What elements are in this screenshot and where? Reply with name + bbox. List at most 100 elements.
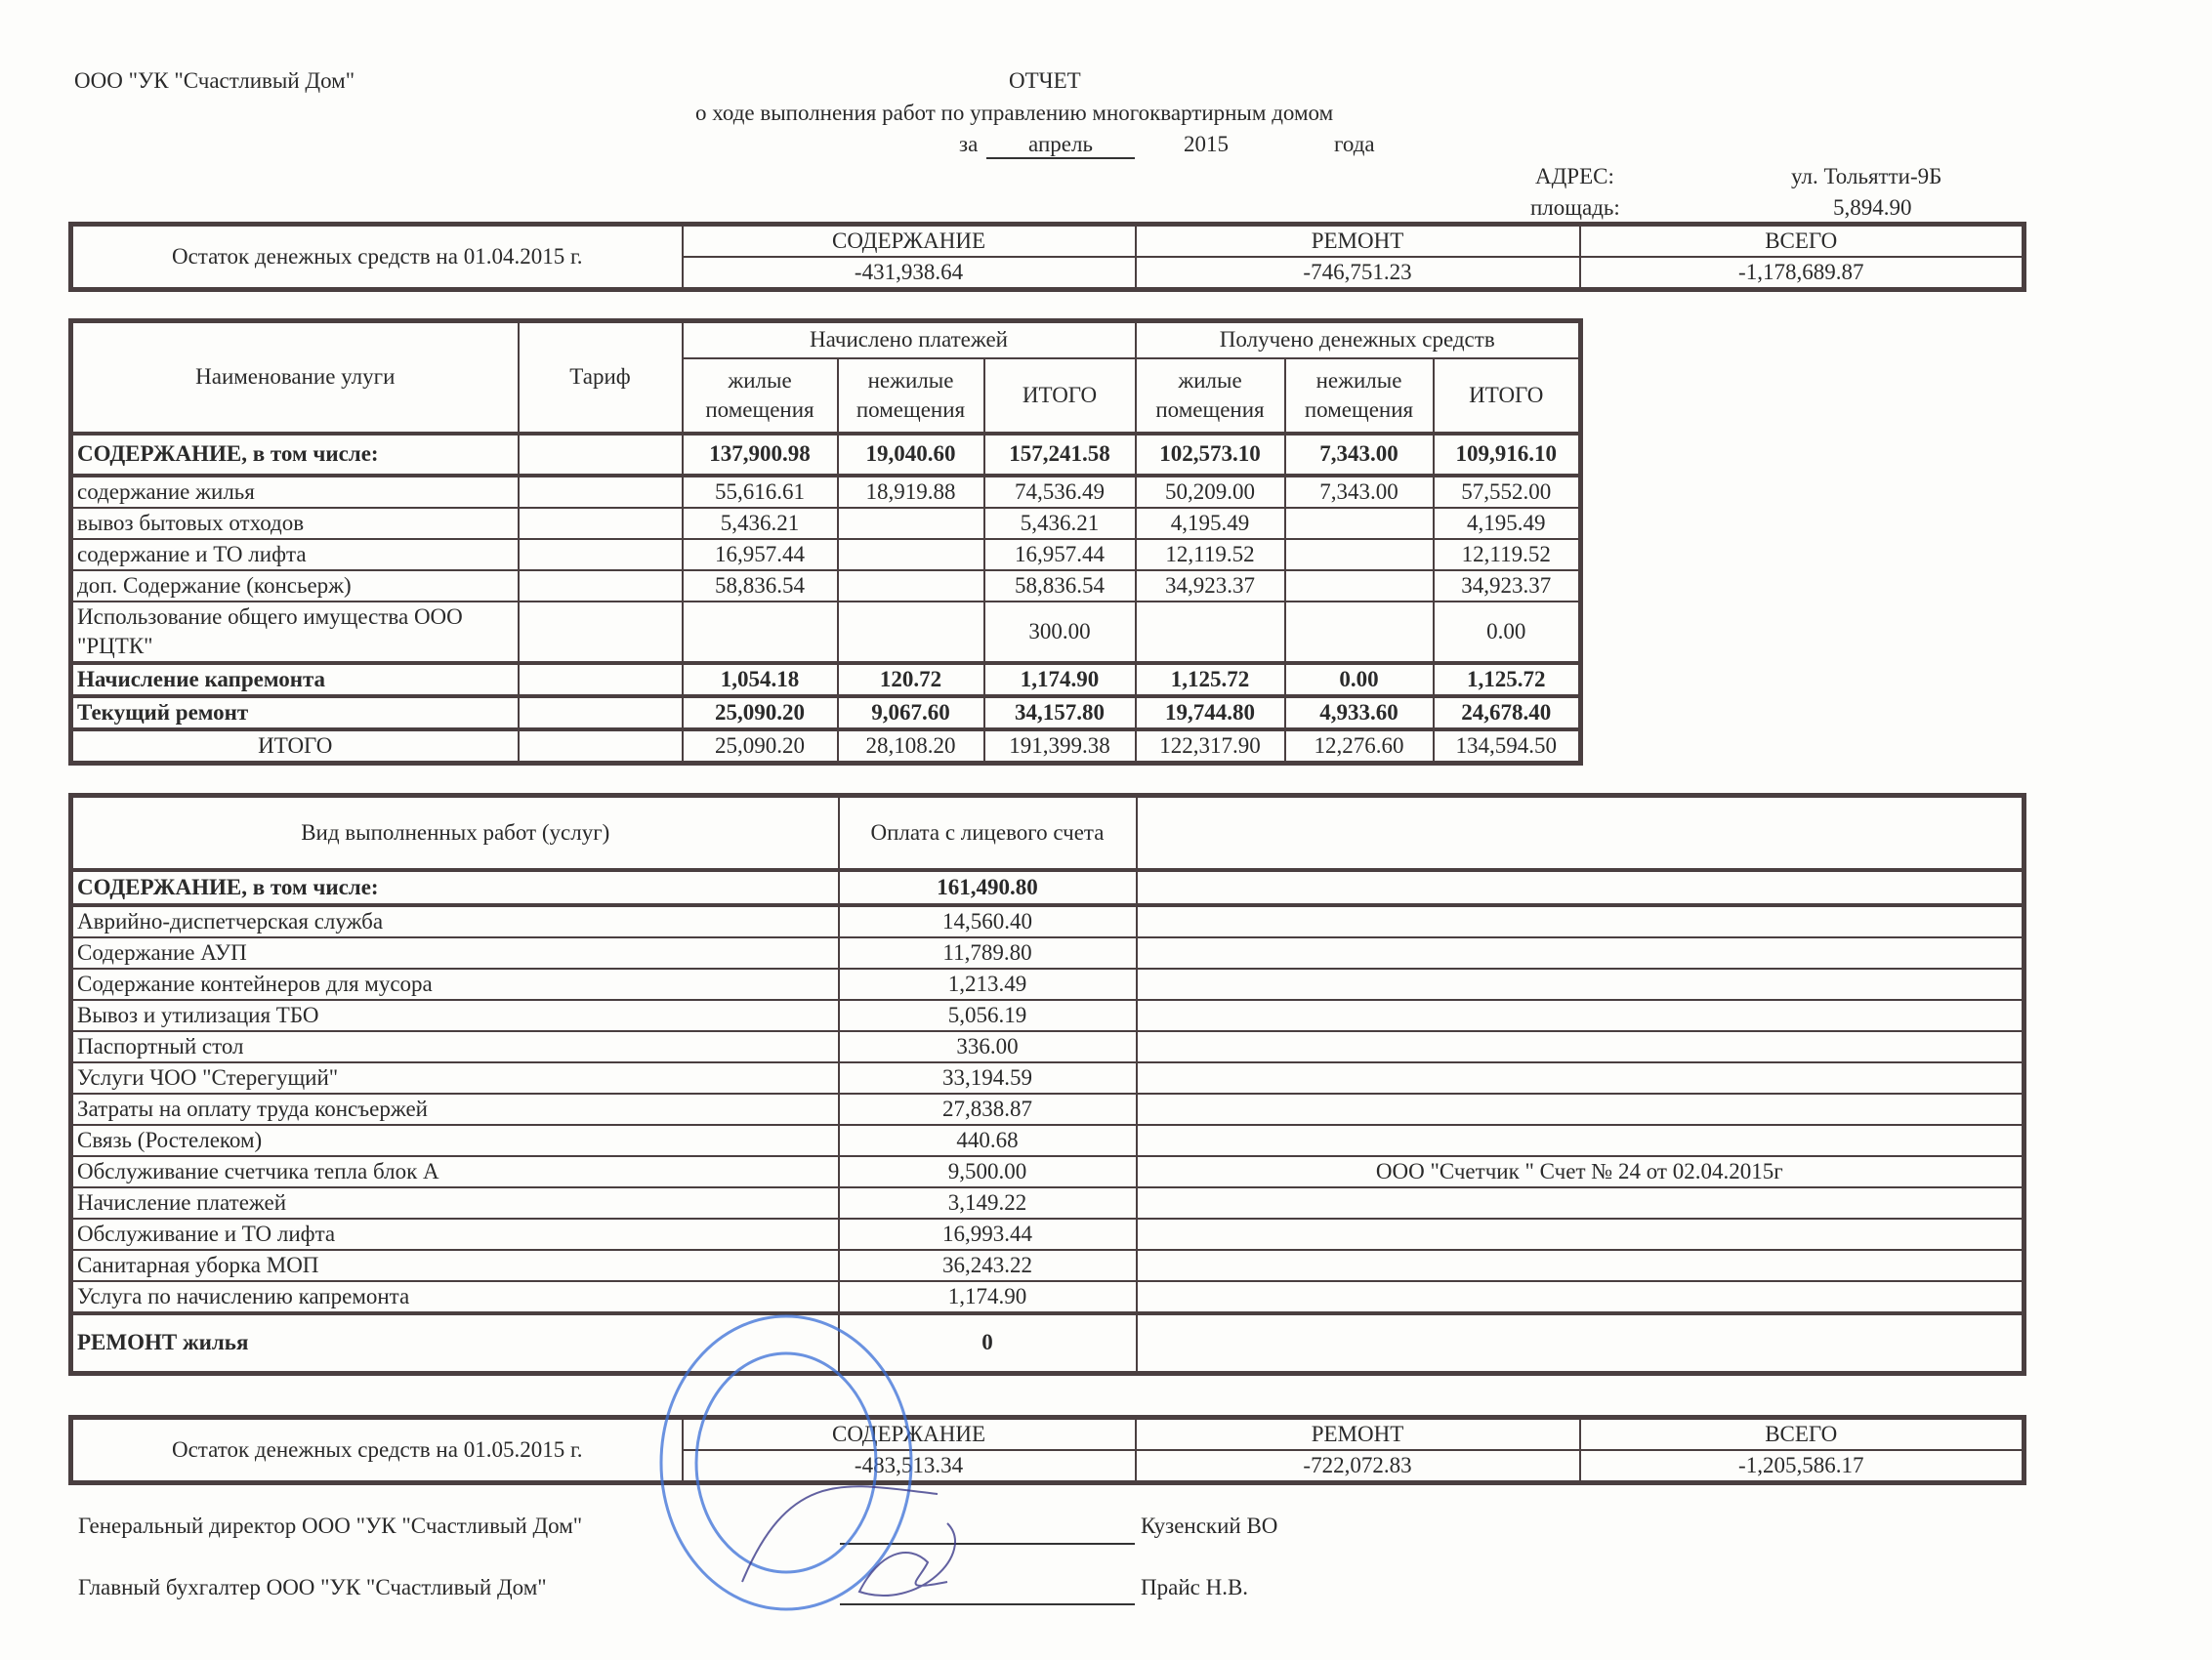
work-payment: 440.68 <box>837 1123 1138 1157</box>
signature-stroke <box>741 1485 939 1583</box>
work-name: СОДЕРЖАНИЕ, в том числе: <box>69 867 840 907</box>
service-value <box>1283 537 1435 571</box>
work-name: Паспортный стол <box>69 1029 840 1063</box>
service-name: вывоз бытовых отходов <box>69 506 520 540</box>
service-value <box>1283 600 1435 664</box>
service-row: ИТОГО 25,090.20 28,108.20 191,399.38 122,317… <box>69 727 1582 764</box>
service-value: 24,678.40 <box>1432 693 1582 731</box>
service-value: 16,957.44 <box>982 537 1137 571</box>
address-value: ул. Тольятти-9Б <box>1791 164 1942 188</box>
work-name: Содержание контейнеров для мусора <box>69 967 840 1001</box>
director-signature-line <box>840 1543 1135 1545</box>
work-note <box>1135 967 2025 1001</box>
opening-total: -1,178,689.87 <box>1578 256 2025 291</box>
service-value: 16,957.44 <box>681 537 839 571</box>
period-prefix: за <box>959 132 979 156</box>
service-value <box>1283 568 1435 602</box>
work-row: Связь (Ростелеком) 440.68 <box>69 1123 2025 1157</box>
service-value <box>681 600 839 664</box>
works-table: Вид выполненных работ (услуг) Оплата с л… <box>68 793 2026 1376</box>
work-payment: 5,056.19 <box>837 998 1138 1032</box>
service-value: 34,923.37 <box>1134 568 1286 602</box>
service-value: 0.00 <box>1432 600 1582 664</box>
work-payment: 33,194.59 <box>837 1060 1138 1095</box>
header-repair: РЕМОНТ <box>1134 223 1581 258</box>
work-row: Обслуживание счетчика тепла блок А 9,500.… <box>69 1154 2025 1188</box>
work-note <box>1135 1123 2025 1157</box>
service-value: 134,594.50 <box>1432 727 1582 764</box>
service-value: 157,241.58 <box>982 431 1137 477</box>
service-value: 18,919.88 <box>836 474 985 509</box>
sub-total: ИТОГО <box>982 356 1137 435</box>
work-note <box>1135 935 2025 970</box>
work-row: РЕМОНТ жилья 0 <box>69 1310 2025 1376</box>
service-value: 19,040.60 <box>836 431 985 477</box>
area-label: площадь: <box>1530 195 1620 220</box>
work-row: СОДЕРЖАНИЕ, в том числе: 161,490.80 <box>69 867 2025 907</box>
col-tariff: Тариф <box>517 319 684 435</box>
header-total: ВСЕГО <box>1578 1416 2025 1451</box>
service-name: ИТОГО <box>69 727 520 764</box>
service-name: доп. Содержание (консьерж) <box>69 568 520 602</box>
service-value: 57,552.00 <box>1432 474 1582 509</box>
service-value: 4,195.49 <box>1134 506 1286 540</box>
work-name: Связь (Ростелеком) <box>69 1123 840 1157</box>
report-subtitle: о ходе выполнения работ по управлению мн… <box>695 101 1334 125</box>
work-note <box>1135 1185 2025 1220</box>
work-payment: 11,789.80 <box>837 935 1138 970</box>
work-note <box>1135 998 2025 1032</box>
service-tariff <box>517 431 684 477</box>
service-value: 5,436.21 <box>982 506 1137 540</box>
service-value: 120.72 <box>836 660 985 698</box>
service-name: Начисление капремонта <box>69 660 520 698</box>
service-value: 300.00 <box>982 600 1137 664</box>
work-payment: 1,213.49 <box>837 967 1138 1001</box>
work-note <box>1135 1310 2025 1376</box>
service-tariff <box>517 474 684 509</box>
service-value: 12,276.60 <box>1283 727 1435 764</box>
service-tariff <box>517 693 684 731</box>
opening-balance-label: Остаток денежных средств на 01.04.2015 г… <box>69 223 684 291</box>
work-note <box>1135 1029 2025 1063</box>
service-tariff <box>517 727 684 764</box>
service-value: 5,436.21 <box>681 506 839 540</box>
accountant-name: Прайс Н.В. <box>1141 1575 1249 1599</box>
opening-repair: -746,751.23 <box>1134 256 1581 291</box>
work-name: Обслуживание счетчика тепла блок А <box>69 1154 840 1188</box>
work-note <box>1135 1248 2025 1282</box>
work-note: ООО "Счетчик " Счет № 24 от 02.04.2015г <box>1135 1154 2025 1188</box>
service-value <box>1283 506 1435 540</box>
work-payment: 1,174.90 <box>837 1279 1138 1314</box>
sub-residential: жилые помещения <box>1134 356 1286 435</box>
service-value: 34,923.37 <box>1432 568 1582 602</box>
service-tariff <box>517 660 684 698</box>
work-payment: 161,490.80 <box>837 867 1138 907</box>
header-maintenance: СОДЕРЖАНИЕ <box>681 223 1137 258</box>
work-payment: 0 <box>837 1310 1138 1376</box>
work-note <box>1135 903 2025 938</box>
col-service-name: Наименование улуги <box>69 319 520 435</box>
service-value: 0.00 <box>1283 660 1435 698</box>
work-name: Содержание АУП <box>69 935 840 970</box>
service-value: 7,343.00 <box>1283 431 1435 477</box>
service-value: 137,900.98 <box>681 431 839 477</box>
closing-balance-table: Остаток денежных средств на 01.05.2015 г… <box>68 1415 2026 1485</box>
col-work-type: Вид выполненных работ (услуг) <box>69 794 840 871</box>
service-value: 25,090.20 <box>681 693 839 731</box>
service-value: 9,067.60 <box>836 693 985 731</box>
service-value <box>836 568 985 602</box>
service-tariff <box>517 537 684 571</box>
col-payment: Оплата с лицевого счета <box>837 794 1138 871</box>
service-value: 25,090.20 <box>681 727 839 764</box>
signature-stroke <box>857 1522 956 1597</box>
service-value: 191,399.38 <box>982 727 1137 764</box>
service-value <box>1134 600 1286 664</box>
service-value: 34,157.80 <box>982 693 1137 731</box>
work-payment: 16,993.44 <box>837 1217 1138 1251</box>
service-name: содержание и ТО лифта <box>69 537 520 571</box>
work-name: Санитарная уборка МОП <box>69 1248 840 1282</box>
work-payment: 3,149.22 <box>837 1185 1138 1220</box>
group-charged: Начислено платежей <box>681 319 1137 359</box>
accountant-role: Главный бухгалтер ООО "УК "Счастливый До… <box>78 1575 547 1599</box>
